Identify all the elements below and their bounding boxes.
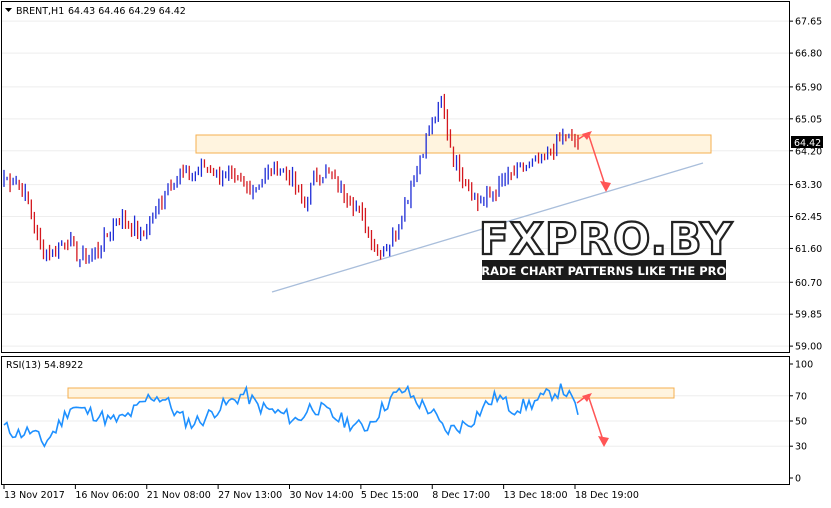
rsi-tick-label: 0 — [795, 474, 801, 485]
price-tick-label: 65.05 — [795, 114, 822, 125]
rsi-forecast-arrow — [576, 393, 609, 447]
time-tick-label: 5 Dec 15:00 — [361, 490, 419, 501]
rsi-tick-label: 100 — [795, 360, 813, 371]
rsi-label: RSI(13) 54.8922 — [6, 360, 83, 371]
fxpro-watermark: FXPRO.BY TRADE CHART PATTERNS LIKE THE P… — [473, 213, 735, 280]
price-tick-label: 65.90 — [795, 82, 822, 93]
price-tick-label: 64.20 — [795, 146, 822, 157]
time-tick-label: 21 Nov 08:00 — [147, 490, 211, 501]
price-tick-label: 67.65 — [795, 17, 822, 28]
price-tick-label: 66.80 — [795, 49, 822, 60]
price-tick-label: 62.45 — [795, 212, 822, 223]
symbol-label: BRENT,H1 — [16, 6, 64, 17]
price-tick-label: 61.60 — [795, 244, 822, 255]
watermark-title: FXPRO.BY — [479, 214, 733, 265]
time-tick-label: 30 Nov 14:00 — [290, 490, 354, 501]
price-tick-label: 59.00 — [795, 342, 822, 353]
time-tick-label: 18 Dec 19:00 — [575, 490, 639, 501]
rsi-axis: 100 70 50 30 0 — [789, 360, 813, 485]
candlestick-series — [3, 93, 579, 268]
price-tick-label: 59.85 — [795, 310, 822, 321]
price-grid — [2, 20, 789, 347]
time-tick-label: 8 Dec 17:00 — [432, 490, 490, 501]
time-tick-label: 16 Nov 06:00 — [75, 490, 139, 501]
price-forecast-arrow — [576, 131, 611, 192]
rsi-line — [3, 383, 579, 449]
last-price-text: 64.42 — [794, 138, 821, 149]
time-tick-label: 27 Nov 13:00 — [218, 490, 282, 501]
price-pane-frame — [1, 1, 790, 353]
support-trendline — [271, 162, 704, 293]
rsi-tick-label: 30 — [795, 442, 807, 453]
triangle-down-icon[interactable] — [5, 8, 12, 12]
rsi-tick-label: 70 — [795, 391, 807, 402]
price-axis: 67.65 66.80 65.90 65.05 64.20 63.30 62.45 61.60… — [789, 17, 822, 353]
rsi-tick-label: 50 — [795, 417, 807, 428]
price-tick-label: 60.70 — [795, 278, 822, 289]
watermark-tagline-bg — [482, 260, 726, 280]
time-axis: 13 Nov 2017 16 Nov 06:00 21 Nov 08:00 27 No… — [3, 485, 639, 501]
rsi-resistance-zone — [67, 387, 675, 399]
last-price-label: 64.42 — [791, 136, 823, 149]
watermark-tagline: TRADE CHART PATTERNS LIKE THE PROS — [473, 264, 734, 278]
time-tick-label: 13 Nov 2017 — [4, 490, 65, 501]
price-tick-label: 63.30 — [795, 180, 822, 191]
time-tick-label: 13 Dec 18:00 — [504, 490, 568, 501]
ohlc-values: 64.43 64.46 64.29 64.42 — [68, 6, 186, 17]
